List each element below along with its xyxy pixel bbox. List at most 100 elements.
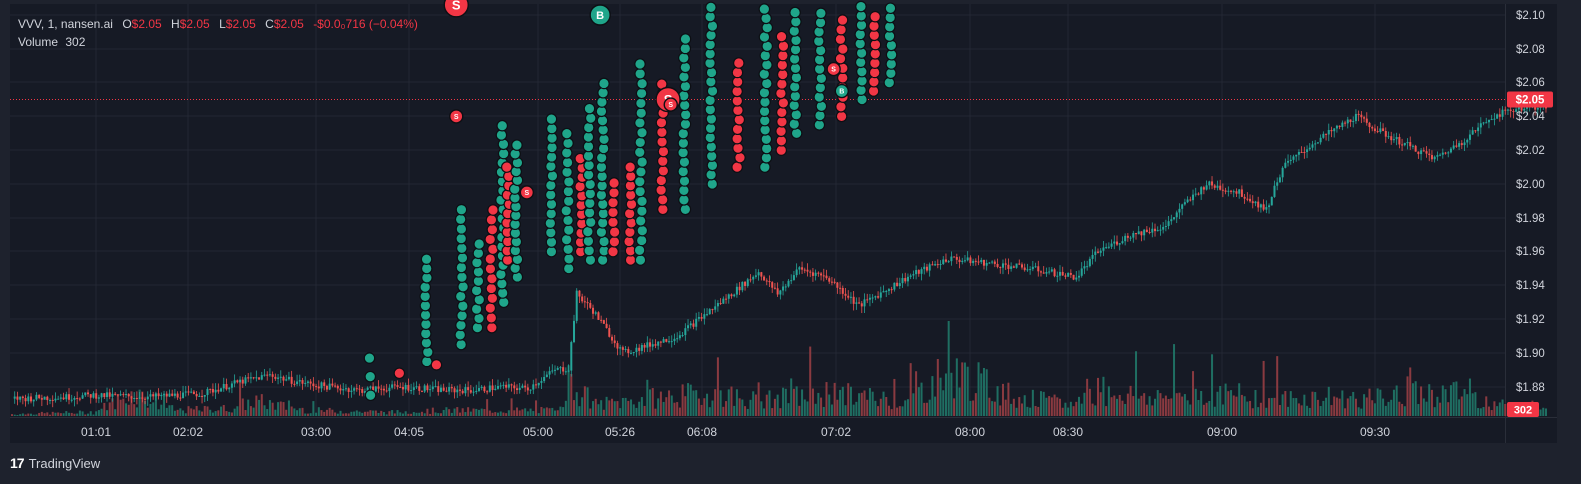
buy-marker[interactable] xyxy=(562,214,574,227)
sell-marker[interactable] xyxy=(775,30,788,43)
sell-marker[interactable] xyxy=(657,203,669,216)
price-axis[interactable]: $2.10 $2.08 $2.06 $2.04 $2.02 $2.00 $1.98 $1.96… xyxy=(1516,10,1545,394)
buy-marker[interactable] xyxy=(788,25,801,37)
buy-marker[interactable] xyxy=(679,80,692,93)
buy-marker[interactable] xyxy=(455,261,468,274)
buy-marker[interactable] xyxy=(815,100,828,113)
buy-marker[interactable] xyxy=(455,203,468,216)
buy-marker[interactable] xyxy=(454,290,467,303)
sell-marker[interactable] xyxy=(486,292,499,305)
sell-labeled-marker[interactable] xyxy=(519,185,535,200)
buy-marker[interactable] xyxy=(884,2,897,15)
buy-marker[interactable] xyxy=(759,161,771,173)
buy-marker[interactable] xyxy=(677,127,690,140)
sell-marker[interactable] xyxy=(655,174,668,187)
buy-marker[interactable] xyxy=(789,6,801,19)
buy-marker[interactable] xyxy=(584,197,596,210)
buy-marker[interactable] xyxy=(456,271,468,283)
sell-marker[interactable] xyxy=(732,142,744,154)
sell-marker[interactable] xyxy=(656,155,669,167)
buy-marker[interactable] xyxy=(560,204,573,217)
buy-marker[interactable] xyxy=(635,87,648,100)
sell-marker[interactable] xyxy=(656,193,669,206)
sell-marker[interactable] xyxy=(733,57,745,69)
sell-marker[interactable] xyxy=(484,263,497,275)
buy-marker[interactable] xyxy=(457,280,469,293)
sell-marker[interactable] xyxy=(393,367,406,380)
buy-marker[interactable] xyxy=(634,254,647,266)
buy-marker[interactable] xyxy=(635,234,648,247)
buy-marker[interactable] xyxy=(815,7,827,20)
buy-marker[interactable] xyxy=(545,198,558,211)
buy-marker[interactable] xyxy=(561,156,574,169)
sell-marker[interactable] xyxy=(485,312,498,324)
buy-marker[interactable] xyxy=(598,77,610,90)
buy-marker[interactable] xyxy=(679,42,692,55)
sell-marker[interactable] xyxy=(734,151,746,164)
buy-marker[interactable] xyxy=(705,1,717,14)
buy-marker[interactable] xyxy=(582,225,594,238)
sell-marker[interactable] xyxy=(486,321,498,334)
buy-marker[interactable] xyxy=(679,118,692,130)
buy-marker[interactable] xyxy=(678,175,691,187)
buy-marker[interactable] xyxy=(457,300,469,312)
buy-marker[interactable] xyxy=(706,20,719,32)
sell-marker[interactable] xyxy=(608,186,620,199)
buy-marker[interactable] xyxy=(584,216,597,228)
sell-labeled-marker[interactable] xyxy=(663,97,678,112)
sell-marker[interactable] xyxy=(731,85,743,98)
sell-marker[interactable] xyxy=(869,10,881,23)
sell-labeled-marker[interactable] xyxy=(826,61,841,77)
buy-marker[interactable] xyxy=(454,329,467,341)
buy-marker[interactable] xyxy=(595,226,608,238)
sell-marker[interactable] xyxy=(775,144,788,156)
sell-marker[interactable] xyxy=(607,216,619,228)
buy-marker[interactable] xyxy=(562,262,575,275)
buy-marker[interactable] xyxy=(705,66,718,79)
buy-marker[interactable] xyxy=(582,131,595,143)
buy-marker[interactable] xyxy=(544,189,557,201)
buy-marker[interactable] xyxy=(790,108,803,121)
buy-marker[interactable] xyxy=(561,127,573,140)
sell-marker[interactable] xyxy=(836,72,849,84)
buy-marker[interactable] xyxy=(496,119,509,132)
buy-marker[interactable] xyxy=(420,253,433,266)
buy-marker[interactable] xyxy=(597,198,609,211)
buy-marker[interactable] xyxy=(633,146,646,159)
buy-marker[interactable] xyxy=(456,309,468,322)
buy-marker[interactable] xyxy=(546,132,558,144)
buy-marker[interactable] xyxy=(456,242,468,255)
buy-marker[interactable] xyxy=(544,217,557,230)
buy-marker[interactable] xyxy=(546,122,558,135)
sell-marker[interactable] xyxy=(777,49,789,62)
buy-marker[interactable] xyxy=(705,168,717,181)
buy-marker[interactable] xyxy=(497,138,510,151)
buy-marker[interactable] xyxy=(545,245,558,258)
sell-marker[interactable] xyxy=(657,165,670,177)
buy-marker[interactable] xyxy=(633,244,646,257)
buy-marker[interactable] xyxy=(883,76,896,89)
buy-marker[interactable] xyxy=(814,44,827,57)
buy-marker[interactable] xyxy=(636,205,648,217)
buy-marker[interactable] xyxy=(636,77,648,90)
buy-marker[interactable] xyxy=(473,238,485,250)
buy-marker[interactable] xyxy=(636,224,649,237)
buy-marker[interactable] xyxy=(545,207,558,220)
buy-marker[interactable] xyxy=(636,156,648,168)
sell-marker[interactable] xyxy=(625,217,638,229)
sell-marker[interactable] xyxy=(656,126,668,139)
sell-marker[interactable] xyxy=(733,113,746,126)
sell-marker[interactable] xyxy=(776,106,788,119)
buy-marker[interactable] xyxy=(813,26,825,38)
buy-marker[interactable] xyxy=(759,49,772,62)
buy-marker[interactable] xyxy=(678,156,691,168)
buy-marker[interactable] xyxy=(545,113,558,125)
buy-marker[interactable] xyxy=(583,159,595,172)
sell-marker[interactable] xyxy=(484,233,497,246)
buy-marker[interactable] xyxy=(761,59,773,71)
buy-marker[interactable] xyxy=(456,252,469,264)
sell-labeled-marker[interactable] xyxy=(443,0,469,18)
sell-marker[interactable] xyxy=(731,95,744,107)
sell-marker[interactable] xyxy=(430,359,443,371)
